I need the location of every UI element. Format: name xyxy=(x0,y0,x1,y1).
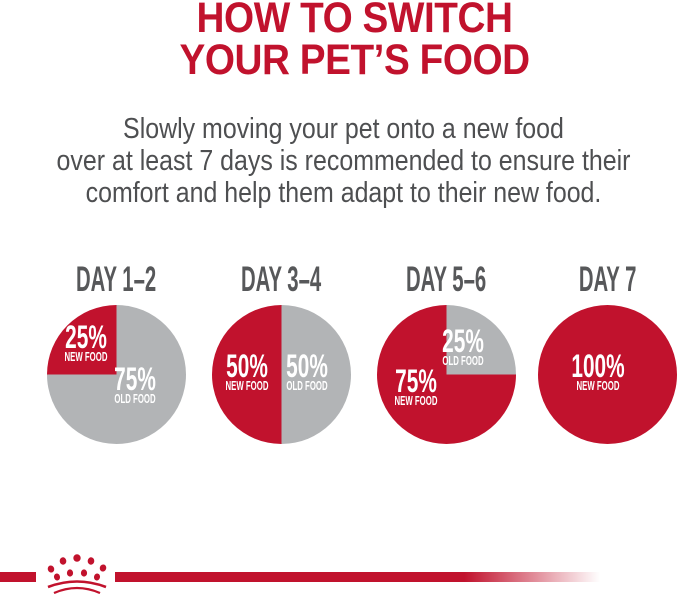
slice-label-new-food: 25% NEW FOOD xyxy=(50,318,122,364)
pie-chart-day-5-6: 75% NEW FOOD 25% OLD FOOD xyxy=(377,305,516,444)
slice-label-new-food: 75% NEW FOOD xyxy=(380,363,452,409)
subtitle: Slowly moving your pet onto a new food o… xyxy=(4,113,679,209)
red-bar-left xyxy=(0,572,36,582)
slice-percent: 75% xyxy=(395,363,437,400)
slice-label-old-food: 50% OLD FOOD xyxy=(272,348,341,394)
day-3-4-label: DAY 3–4 xyxy=(241,260,322,299)
slice-label-new-food: 100% NEW FOOD xyxy=(557,348,639,394)
day-5-6-column: DAY 5–6 75% NEW FOOD 25% OLD FOOD xyxy=(377,262,516,444)
day-1-2-label: DAY 1–2 xyxy=(76,260,157,299)
subtitle-line-3: comfort and help them adapt to their new… xyxy=(85,177,602,209)
slice-label-old-food: 75% OLD FOOD xyxy=(100,360,169,406)
red-bar-right xyxy=(115,572,600,582)
slice-caption: NEW FOOD xyxy=(394,393,438,409)
pie-chart-day-1-2: 25% NEW FOOD 75% OLD FOOD xyxy=(47,305,186,444)
slice-percent: 25% xyxy=(442,323,484,360)
pie-chart-day-3-4: 50% NEW FOOD 50% OLD FOOD xyxy=(212,305,351,444)
page-title: HOW TO SWITCH YOUR PET’S FOOD xyxy=(15,0,679,84)
slice-label-old-food: 25% OLD FOOD xyxy=(429,323,498,369)
slice-percent: 75% xyxy=(113,360,156,397)
slice-caption: OLD FOOD xyxy=(442,353,484,369)
day-7-label: DAY 7 xyxy=(578,260,637,299)
royal-canin-crown-icon xyxy=(47,554,107,594)
slice-caption: NEW FOOD xyxy=(576,378,620,394)
slice-caption: OLD FOOD xyxy=(113,390,156,406)
slice-percent: 100% xyxy=(571,348,625,385)
day-7-column: DAY 7 100% NEW FOOD xyxy=(538,262,677,444)
title-line-2: YOUR PET’S FOOD xyxy=(179,36,530,84)
day-1-2-column: DAY 1–2 25% NEW FOOD 75% OLD FOOD xyxy=(47,262,186,444)
day-5-6-label: DAY 5–6 xyxy=(406,260,487,299)
slice-caption: OLD FOOD xyxy=(285,378,328,394)
day-3-4-column: DAY 3–4 50% NEW FOOD 50% OLD FOOD xyxy=(212,262,351,444)
subtitle-line-1: Slowly moving your pet onto a new food xyxy=(123,113,564,145)
slice-caption: NEW FOOD xyxy=(64,348,108,364)
slice-percent: 25% xyxy=(65,318,107,355)
slice-percent: 50% xyxy=(225,348,268,385)
slice-caption: NEW FOOD xyxy=(225,378,269,394)
title-line-1: HOW TO SWITCH xyxy=(196,0,513,42)
subtitle-line-2: over at least 7 days is recommended to e… xyxy=(56,145,631,177)
pie-chart-day-7: 100% NEW FOOD xyxy=(538,305,677,444)
slice-label-new-food: 50% NEW FOOD xyxy=(211,348,283,394)
slice-percent: 50% xyxy=(285,348,328,385)
